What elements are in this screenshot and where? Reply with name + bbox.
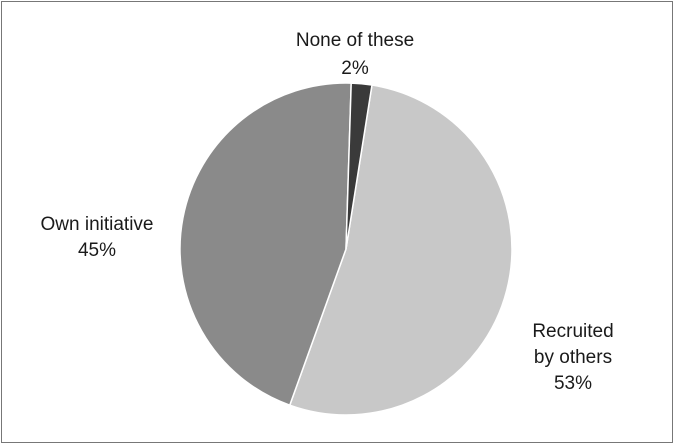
data-label-text: Recruited [532,321,613,342]
data-label-value: 45% [78,240,116,261]
data-label-text: by others [534,347,612,368]
pie-slices [179,82,513,416]
data-label-recruited-by-others: Recruited by others 53% [532,321,613,394]
data-label-none-of-these: None of these 2% [296,30,414,79]
data-label-text: Own initiative [41,214,154,235]
pie-slice-recruited-by-others [288,84,513,416]
pie-labels: Recruited by others 53% Own initiative 45% No… [41,30,614,394]
data-label-own-initiative: Own initiative 45% [41,214,154,261]
pie-slice-none-of-these [345,82,373,250]
data-label-value: 2% [341,58,369,79]
pie-slice-own-initiative [179,82,352,407]
data-label-value: 53% [554,373,592,394]
data-label-text: None of these [296,30,414,51]
